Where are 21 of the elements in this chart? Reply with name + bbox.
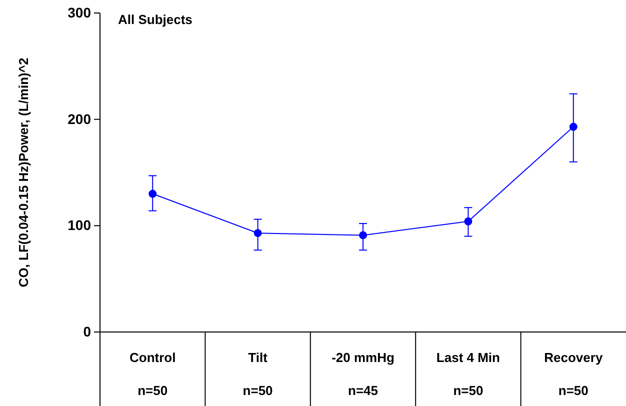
point xyxy=(359,231,367,240)
x-tick-label: Control xyxy=(129,350,176,365)
y-tick-label: 100 xyxy=(68,217,92,234)
y-tick-label: 0 xyxy=(83,323,92,340)
text: n=50 xyxy=(242,383,273,398)
x-tick-label: Last 4 Min xyxy=(436,350,500,365)
y-axis-title: CO, LF(0.04-0.15 Hz)Power, (L/min)^2 xyxy=(16,58,31,288)
text: n=45 xyxy=(348,383,378,398)
x-tick-label: -20 mmHg xyxy=(332,350,394,365)
y-tick-label: 200 xyxy=(68,110,92,127)
text: n=50 xyxy=(558,383,588,398)
x-tick-label: Recovery xyxy=(544,350,604,365)
text: n=50 xyxy=(138,383,168,398)
point xyxy=(148,190,157,198)
point xyxy=(254,229,262,238)
x-tick-label: Tilt xyxy=(248,350,268,365)
chart-title: All Subjects xyxy=(118,12,192,27)
text: n=50 xyxy=(453,383,484,398)
y-tick-label: 300 xyxy=(68,4,92,20)
point xyxy=(569,122,578,131)
point xyxy=(464,217,472,226)
